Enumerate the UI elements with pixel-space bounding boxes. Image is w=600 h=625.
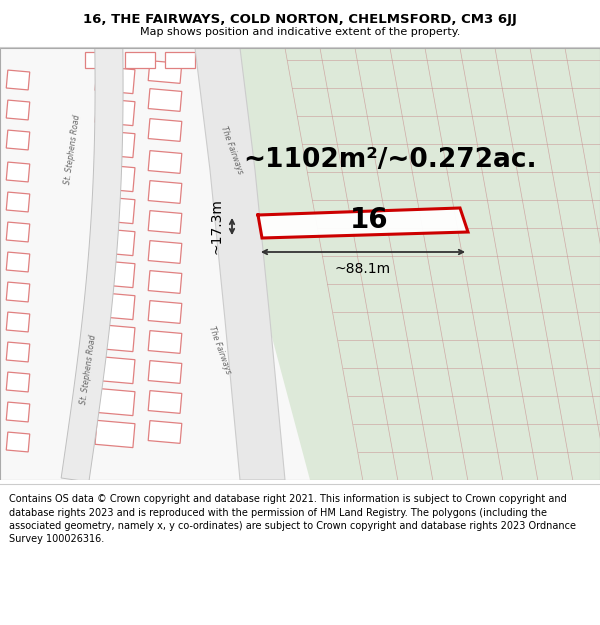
Bar (6, 252, 30, 272)
Text: 16, THE FAIRWAYS, COLD NORTON, CHELMSFORD, CM3 6JJ: 16, THE FAIRWAYS, COLD NORTON, CHELMSFOR… (83, 14, 517, 26)
Bar (148, 391, 182, 413)
Bar (95, 292, 135, 319)
Bar (6, 342, 30, 362)
Text: Map shows position and indicative extent of the property.: Map shows position and indicative extent… (140, 28, 460, 38)
Bar (148, 331, 182, 353)
Bar (148, 421, 182, 443)
Text: St. Stephens Road: St. Stephens Road (79, 334, 97, 406)
Polygon shape (195, 48, 600, 480)
Bar (165, 52, 195, 68)
Text: St. Stephens Road: St. Stephens Road (62, 114, 82, 186)
Bar (125, 52, 155, 68)
Bar (95, 356, 135, 384)
Bar (148, 361, 182, 383)
Bar (95, 98, 135, 126)
Polygon shape (61, 48, 123, 482)
Bar (6, 372, 30, 392)
Text: ~17.3m: ~17.3m (210, 199, 224, 254)
Text: 16: 16 (350, 206, 388, 234)
Text: Contains OS data © Crown copyright and database right 2021. This information is : Contains OS data © Crown copyright and d… (9, 494, 576, 544)
Bar (6, 162, 30, 182)
Bar (6, 402, 30, 422)
Bar (6, 282, 30, 302)
Text: ~1102m²/~0.272ac.: ~1102m²/~0.272ac. (243, 147, 537, 173)
Bar (6, 222, 30, 242)
Bar (148, 211, 182, 233)
Text: The Fairways: The Fairways (219, 125, 245, 175)
Bar (6, 70, 30, 90)
Bar (148, 241, 182, 263)
Bar (95, 421, 135, 447)
Bar (148, 271, 182, 293)
Bar (95, 196, 135, 224)
Bar (148, 89, 182, 111)
Bar (85, 52, 115, 68)
Bar (6, 100, 30, 120)
Bar (148, 61, 182, 83)
Bar (95, 228, 135, 256)
Bar (95, 131, 135, 158)
Polygon shape (258, 208, 468, 238)
Text: The Fairways: The Fairways (207, 325, 233, 375)
Bar (148, 119, 182, 141)
Bar (6, 130, 30, 150)
Bar (95, 324, 135, 352)
Bar (148, 181, 182, 203)
Bar (95, 164, 135, 192)
Bar (6, 312, 30, 332)
Bar (6, 432, 30, 452)
Bar (95, 261, 135, 288)
Bar (148, 301, 182, 323)
Text: ~88.1m: ~88.1m (335, 262, 391, 276)
Bar (95, 66, 135, 94)
Bar (95, 388, 135, 416)
Bar (6, 192, 30, 212)
Bar (148, 151, 182, 173)
Polygon shape (195, 48, 285, 480)
